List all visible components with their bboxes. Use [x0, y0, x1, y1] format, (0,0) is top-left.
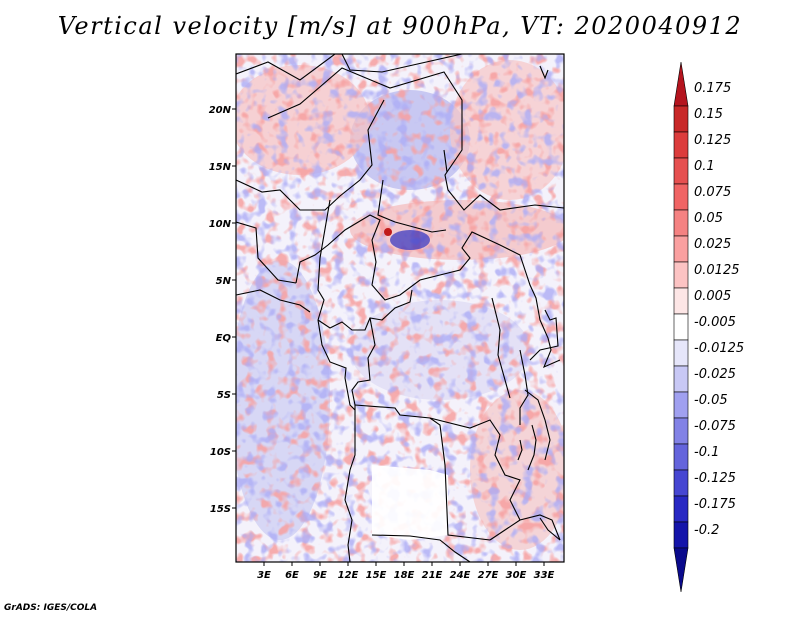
colorbar-swatch [673, 365, 689, 393]
lat-label: 5N [216, 276, 232, 287]
lat-label: 10S [210, 447, 231, 458]
lat-label: 20N [209, 105, 232, 116]
colorbar-swatch [673, 521, 689, 549]
lon-label: 27E [478, 570, 499, 581]
colorbar-label: -0.125 [694, 471, 736, 486]
lat-label: 15S [210, 504, 231, 515]
colorbar-label: 0.125 [694, 133, 731, 148]
colorbar-swatch [673, 131, 689, 159]
colorbar-swatch [673, 313, 689, 341]
map-frame [235, 53, 565, 563]
lon-label: 12E [338, 570, 359, 581]
velocity-field [236, 54, 564, 562]
colorbar-label: -0.2 [694, 523, 719, 538]
colorbar-swatch [673, 183, 689, 211]
colorbar-label: 0.05 [694, 211, 723, 226]
chart-title: Vertical velocity [m/s] at 900hPa, VT: 2… [57, 12, 743, 40]
lon-label: 33E [534, 570, 555, 581]
colorbar-swatch [673, 287, 689, 315]
lon-label: 6E [285, 570, 299, 581]
colorbar-label: -0.005 [694, 315, 736, 330]
lon-label: 30E [506, 570, 527, 581]
colorbar-label: 0.0125 [694, 263, 740, 278]
colorbar-label: 0.005 [694, 289, 731, 304]
lon-label: 24E [450, 570, 471, 581]
colorbar-swatch [673, 339, 689, 367]
colorbar-label: -0.075 [694, 419, 736, 434]
colorbar-label: 0.175 [694, 81, 731, 96]
colorbar-swatch [673, 105, 689, 133]
colorbar-swatch [673, 61, 689, 107]
colorbar-label: 0.075 [694, 185, 731, 200]
colorbar-label: -0.175 [694, 497, 736, 512]
colorbar-swatch [673, 495, 689, 523]
lat-label: 5S [217, 390, 231, 401]
colorbar-swatch [673, 391, 689, 419]
lon-label: 18E [394, 570, 415, 581]
lat-label: EQ [216, 333, 232, 344]
colorbar-swatch [673, 261, 689, 289]
colorbar-swatch [673, 469, 689, 497]
colorbar-swatch [673, 235, 689, 263]
colorbar: 0.175 0.15 0.125 0.1 0.075 0.05 0.025 0.… [673, 61, 744, 593]
colorbar-label: -0.1 [694, 445, 719, 460]
colorbar-labels: 0.175 0.15 0.125 0.1 0.075 0.05 0.025 0.… [694, 81, 744, 538]
colorbar-label: 0.1 [694, 159, 715, 174]
colorbar-label: -0.05 [694, 393, 728, 408]
lon-label: 15E [366, 570, 387, 581]
lon-label: 9E [313, 570, 327, 581]
country-borders [236, 54, 564, 562]
colorbar-swatch [673, 209, 689, 237]
lat-label: 10N [209, 219, 232, 230]
lon-axis: 3E 6E 9E 12E 15E 18E 21E 24E 27E 30E 33E [257, 570, 554, 581]
lon-label: 3E [257, 570, 271, 581]
colorbar-label: -0.025 [694, 367, 736, 382]
lat-label: 15N [209, 162, 232, 173]
lat-axis: 20N 15N 10N 5N EQ 5S 10S 15S [209, 105, 232, 515]
colorbar-label: -0.0125 [694, 341, 744, 356]
colorbar-label: 0.025 [694, 237, 731, 252]
colorbar-label: 0.15 [694, 107, 723, 122]
grads-credit: GrADS: IGES/COLA [4, 603, 98, 613]
colorbar-swatch [673, 417, 689, 445]
lon-label: 21E [422, 570, 443, 581]
colorbar-swatch [673, 157, 689, 185]
colorbar-swatch [673, 443, 689, 471]
colorbar-swatch [673, 547, 689, 593]
